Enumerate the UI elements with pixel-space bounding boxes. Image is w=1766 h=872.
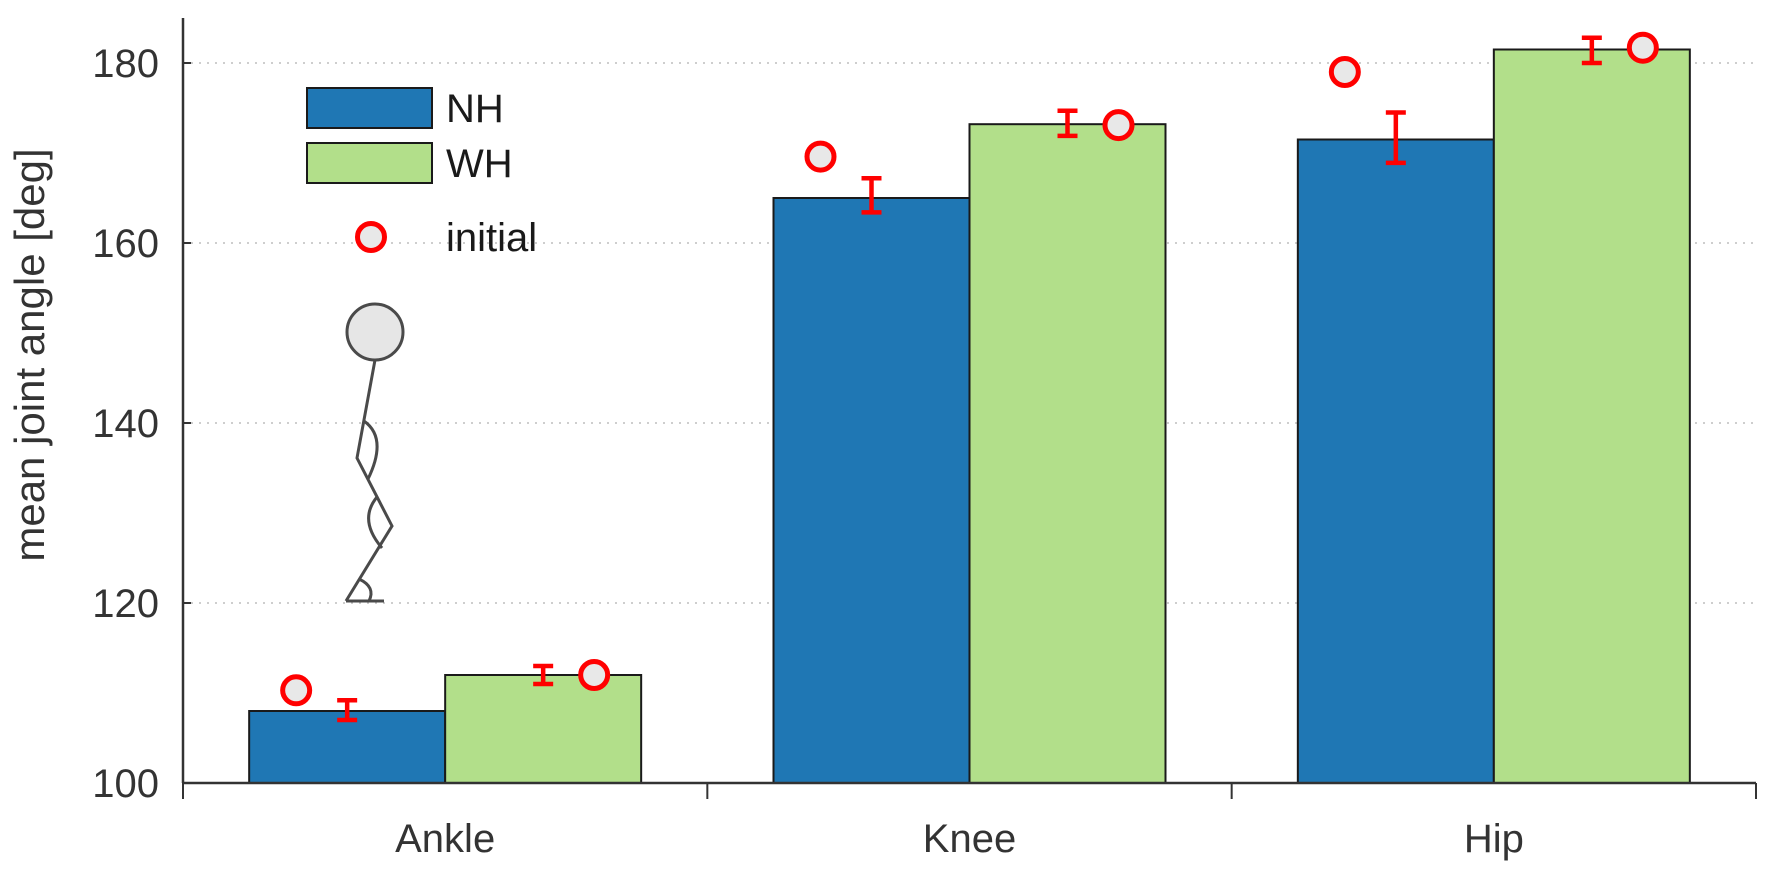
bar-wh-hip — [1492, 48, 1691, 784]
error-bar-nh-knee — [861, 175, 882, 215]
initial-marker-group — [280, 31, 1659, 707]
bar-nh-ankle — [248, 710, 447, 784]
error-bar-nh-hip — [1385, 110, 1406, 166]
initial-marker-nh-knee — [804, 140, 837, 173]
x-tick-labels: Ankle Knee Hip — [395, 817, 1524, 861]
legend-swatch-initial — [355, 221, 387, 253]
axes — [181, 18, 1757, 799]
y-axis-label: mean joint angle [deg] — [6, 148, 53, 561]
initial-marker-wh-hip — [1626, 31, 1659, 64]
legend-label-wh: WH — [446, 142, 513, 186]
error-bar-wh-hip — [1581, 35, 1602, 66]
y-tick-label-140: 140 — [92, 402, 159, 446]
leg-schematic-figure — [344, 302, 405, 603]
y-tick-label-100: 100 — [92, 762, 159, 806]
y-tick-label-160: 160 — [92, 222, 159, 266]
legend-label-nh: NH — [446, 87, 504, 131]
x-tick-label-hip: Hip — [1464, 817, 1524, 861]
legend-swatch-nh — [306, 87, 433, 129]
x-tick-label-ankle: Ankle — [395, 817, 495, 861]
error-bar-group — [337, 35, 1602, 723]
initial-marker-wh-ankle — [578, 659, 611, 691]
error-bar-wh-ankle — [533, 663, 554, 687]
error-bar-wh-knee — [1057, 108, 1078, 139]
bar-group — [248, 48, 1691, 784]
initial-marker-nh-ankle — [280, 674, 313, 707]
bar-nh-hip — [1296, 138, 1495, 784]
legend: NH WH initial — [306, 87, 537, 260]
bar-wh-ankle — [444, 674, 643, 784]
y-tick-label-180: 180 — [92, 42, 159, 86]
x-tick-label-knee: Knee — [923, 817, 1016, 861]
y-tick-label-120: 120 — [92, 582, 159, 626]
initial-marker-wh-knee — [1102, 109, 1135, 142]
y-tick-labels: 100 120 140 160 180 — [92, 42, 159, 806]
bar-wh-knee — [968, 123, 1167, 784]
bar-nh-knee — [772, 197, 971, 784]
legend-swatch-wh — [306, 142, 433, 184]
legend-label-initial: initial — [446, 216, 537, 260]
error-bar-nh-ankle — [337, 697, 358, 723]
initial-marker-nh-hip — [1328, 56, 1361, 88]
